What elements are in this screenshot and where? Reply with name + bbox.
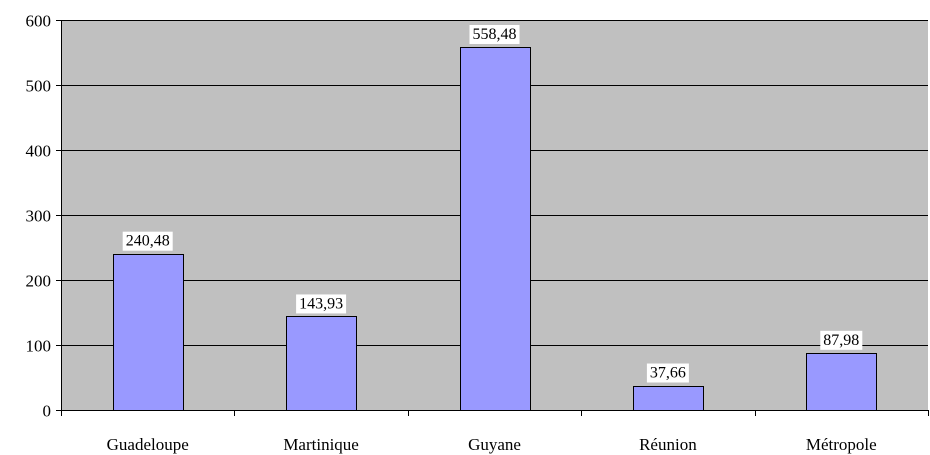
bar bbox=[286, 316, 357, 411]
bar-series bbox=[113, 47, 877, 411]
data-label-text: 87,98 bbox=[823, 332, 859, 349]
data-label: 143,93 bbox=[296, 294, 347, 314]
y-tick-label: 100 bbox=[26, 337, 52, 356]
x-tick-label: Réunion bbox=[639, 435, 697, 454]
bar bbox=[113, 254, 184, 411]
y-tick-label: 600 bbox=[26, 12, 52, 31]
y-tick-label: 0 bbox=[43, 402, 52, 421]
data-labels: 240,48 143,93 558,48 37,66 87,98 bbox=[122, 24, 863, 383]
x-axis-ticks: Guadeloupe Martinique Guyane Réunion Métropo… bbox=[61, 410, 929, 454]
data-label-text: 558,48 bbox=[473, 26, 517, 43]
data-label-text: 240,48 bbox=[126, 233, 170, 250]
y-tick-label: 400 bbox=[26, 142, 52, 161]
data-label-background bbox=[820, 330, 863, 350]
bar bbox=[633, 386, 704, 411]
data-label-background bbox=[122, 231, 173, 251]
y-tick-label: 200 bbox=[26, 272, 52, 291]
x-tick-label: Guyane bbox=[468, 435, 521, 454]
data-label-background bbox=[646, 363, 689, 383]
y-tick-label: 300 bbox=[26, 207, 52, 226]
y-axis-ticks: 0 100 200 300 400 500 600 bbox=[26, 12, 61, 421]
x-tick-label: Métropole bbox=[806, 435, 877, 454]
y-tick-label: 500 bbox=[26, 77, 52, 96]
x-tick-label: Martinique bbox=[283, 435, 359, 454]
data-label-text: 143,93 bbox=[299, 295, 343, 312]
data-label: 240,48 bbox=[122, 231, 173, 251]
bar bbox=[460, 47, 531, 411]
data-label-background bbox=[296, 294, 347, 314]
data-label-text: 37,66 bbox=[650, 365, 686, 382]
data-label: 87,98 bbox=[820, 330, 863, 350]
data-label: 37,66 bbox=[646, 363, 689, 383]
x-tick-label: Guadeloupe bbox=[107, 435, 189, 454]
data-label-background bbox=[469, 24, 520, 44]
axes bbox=[56, 20, 928, 411]
bar bbox=[806, 353, 877, 411]
data-label: 558,48 bbox=[469, 24, 520, 44]
